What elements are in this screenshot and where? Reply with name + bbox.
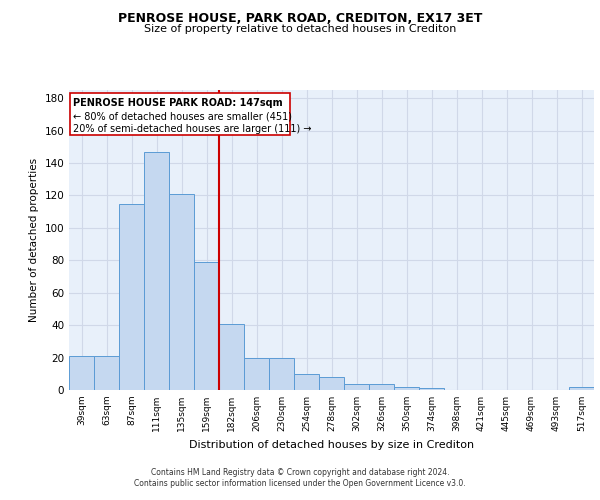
Text: 20% of semi-detached houses are larger (111) →: 20% of semi-detached houses are larger (… xyxy=(73,124,312,134)
Y-axis label: Number of detached properties: Number of detached properties xyxy=(29,158,39,322)
Bar xyxy=(319,377,344,390)
Bar xyxy=(294,374,319,390)
Bar xyxy=(169,194,194,390)
Bar xyxy=(394,387,419,390)
Bar xyxy=(369,384,394,390)
Text: Contains HM Land Registry data © Crown copyright and database right 2024.
Contai: Contains HM Land Registry data © Crown c… xyxy=(134,468,466,487)
Bar xyxy=(269,358,294,390)
Text: Size of property relative to detached houses in Crediton: Size of property relative to detached ho… xyxy=(144,24,456,34)
Text: PENROSE HOUSE, PARK ROAD, CREDITON, EX17 3ET: PENROSE HOUSE, PARK ROAD, CREDITON, EX17… xyxy=(118,12,482,26)
Bar xyxy=(194,262,219,390)
Bar xyxy=(419,388,444,390)
X-axis label: Distribution of detached houses by size in Crediton: Distribution of detached houses by size … xyxy=(189,440,474,450)
Bar xyxy=(144,152,169,390)
Bar xyxy=(569,387,594,390)
Text: PENROSE HOUSE PARK ROAD: 147sqm: PENROSE HOUSE PARK ROAD: 147sqm xyxy=(73,98,283,108)
Bar xyxy=(69,356,94,390)
Bar xyxy=(70,93,290,136)
Bar xyxy=(244,358,269,390)
Bar xyxy=(119,204,144,390)
Text: ← 80% of detached houses are smaller (451): ← 80% of detached houses are smaller (45… xyxy=(73,111,292,121)
Bar xyxy=(94,356,119,390)
Bar xyxy=(219,324,244,390)
Bar xyxy=(344,384,369,390)
